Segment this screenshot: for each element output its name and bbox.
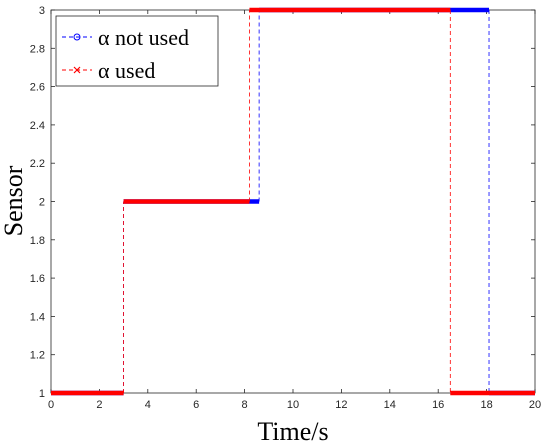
legend-box <box>55 15 219 87</box>
legend-label-used: α used <box>98 58 155 83</box>
y-tick-label: 2.8 <box>30 43 45 55</box>
y-tick-label: 2.6 <box>30 82 45 94</box>
y-tick-label: 2 <box>39 197 45 209</box>
x-tick-label: 8 <box>242 399 248 411</box>
y-tick-label: 2.4 <box>30 120 45 132</box>
y-tick-label: 1.4 <box>30 311 45 323</box>
x-tick-label: 0 <box>48 399 54 411</box>
y-tick-label: 1 <box>39 388 45 400</box>
x-tick-label: 18 <box>480 399 492 411</box>
x-tick-label: 2 <box>96 399 102 411</box>
x-tick-label: 10 <box>287 399 299 411</box>
legend: α not used α used <box>55 15 219 87</box>
series-alpha-used <box>51 7 535 396</box>
x-tick-label: 6 <box>193 399 199 411</box>
x-tick-label: 20 <box>529 399 541 411</box>
y-tick-label: 1.6 <box>30 273 45 285</box>
x-tick-label: 16 <box>432 399 444 411</box>
legend-entry-not-used: α not used <box>62 25 189 50</box>
y-axis-title: Sensor <box>0 165 28 236</box>
series-layer <box>51 7 535 396</box>
x-axis-title: Time/s <box>257 417 328 446</box>
y-tick-label: 3 <box>39 5 45 17</box>
y-tick-label: 1.2 <box>30 350 45 362</box>
legend-label-not-used: α not used <box>98 25 189 50</box>
legend-circle-marker-icon <box>73 33 81 41</box>
ticks-layer: 0 2 4 6 8 10 12 14 16 18 20 1 1.2 1.4 1.6 1.8 2 2.2 2.4 2.6… <box>30 5 541 411</box>
legend-entry-used: α used <box>62 58 155 83</box>
y-tick-label: 2.2 <box>30 158 45 170</box>
x-tick-label: 12 <box>335 399 347 411</box>
x-tick-label: 14 <box>384 399 396 411</box>
legend-x-marker-icon <box>73 66 81 74</box>
x-tick-label: 4 <box>145 399 151 411</box>
y-tick-label: 1.8 <box>30 235 45 247</box>
